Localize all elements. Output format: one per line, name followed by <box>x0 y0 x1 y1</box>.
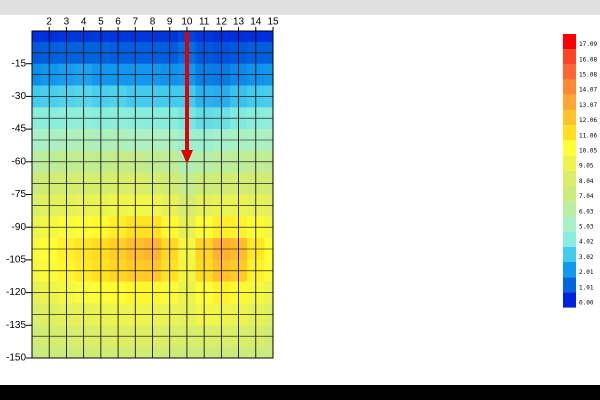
x-tick-label: 7 <box>133 17 139 28</box>
cell <box>32 31 42 43</box>
colorbar-label: 12.06 <box>579 117 597 124</box>
colorbar-swatch <box>563 262 576 278</box>
x-tick-label: 9 <box>167 17 173 28</box>
colorbar-label: 9.05 <box>579 163 594 170</box>
colorbar-swatch <box>563 292 576 308</box>
colorbar-label: 15.08 <box>579 72 597 79</box>
x-tick-label: 6 <box>115 17 121 28</box>
colorbar-label: 16.08 <box>579 56 597 63</box>
colorbar-label: 10.05 <box>579 148 597 155</box>
colorbar-swatch <box>563 64 576 80</box>
colorbar-label: 1.01 <box>579 284 594 291</box>
x-tick-label: 10 <box>181 17 193 28</box>
colorbar-label: 13.07 <box>579 102 597 109</box>
y-tick-label: -75 <box>12 189 27 200</box>
colorbar-label: 14.07 <box>579 87 597 94</box>
colorbar-swatch <box>563 277 576 293</box>
colorbar-label: 0.00 <box>579 300 594 307</box>
x-tick-label: 5 <box>98 17 104 28</box>
colorbar-label: 7.04 <box>579 193 594 200</box>
x-tick-label: 12 <box>216 17 228 28</box>
cell <box>264 347 273 358</box>
colorbar-swatch <box>563 125 576 141</box>
colorbar-swatch <box>563 140 576 156</box>
x-tick-label: 8 <box>150 17 156 28</box>
cell <box>32 347 42 358</box>
colorbar-swatch <box>563 155 576 171</box>
colorbar-label: 5.03 <box>579 224 594 231</box>
top-bar <box>0 0 600 15</box>
colorbar-label: 3.02 <box>579 254 594 261</box>
colorbar-swatch <box>563 231 576 247</box>
x-tick-label: 14 <box>250 17 262 28</box>
bottom-bar <box>0 385 600 400</box>
y-tick-label: -120 <box>6 287 26 298</box>
y-tick-label: -45 <box>12 124 27 135</box>
y-tick-label: -15 <box>12 58 27 69</box>
arrow-head <box>181 150 193 164</box>
contour-field <box>32 31 273 358</box>
x-tick-label: 13 <box>233 17 245 28</box>
colorbar-label: 17.09 <box>579 41 597 48</box>
colorbar-swatch <box>563 216 576 232</box>
x-tick-label: 3 <box>64 17 70 28</box>
colorbar-label: 11.06 <box>579 132 597 139</box>
cell <box>264 31 273 43</box>
y-tick-label: -90 <box>12 222 27 233</box>
y-tick-label: -150 <box>6 353 26 364</box>
colorbar-label: 8.04 <box>579 178 594 185</box>
grid <box>32 31 273 358</box>
y-tick-label: -60 <box>12 156 27 167</box>
colorbar-swatch <box>563 110 576 126</box>
colorbar-label: 2.01 <box>579 269 594 276</box>
colorbar-label: 4.02 <box>579 239 594 246</box>
colorbar-swatch <box>563 49 576 65</box>
colorbar-swatch <box>563 186 576 202</box>
colorbar-swatch <box>563 94 576 110</box>
colorbar-label: 6.03 <box>579 208 594 215</box>
colorbar-swatch <box>563 34 576 50</box>
colorbar-swatch <box>563 201 576 217</box>
colorbar-swatch <box>563 170 576 186</box>
axes: 2 3 4 5 6 7 8 9 10 11 12 13 14 15 -15 -30 -45 -60 -75 -90 -1… <box>6 17 279 364</box>
colorbar-swatch <box>563 79 576 95</box>
y-tick-label: -135 <box>6 320 26 331</box>
colorbar-swatch <box>563 246 576 262</box>
plot-frame <box>31 30 274 359</box>
y-tick-label: -30 <box>12 91 27 102</box>
x-tick-label: 2 <box>46 17 52 28</box>
y-tick-label: -105 <box>6 255 26 266</box>
x-tick-label: 4 <box>81 17 87 28</box>
x-tick-label: 11 <box>199 17 210 28</box>
colorbar: 17.09 16.08 15.08 14.07 13.07 12.06 11.06 10.05… <box>563 34 597 308</box>
x-tick-label: 15 <box>267 17 279 28</box>
